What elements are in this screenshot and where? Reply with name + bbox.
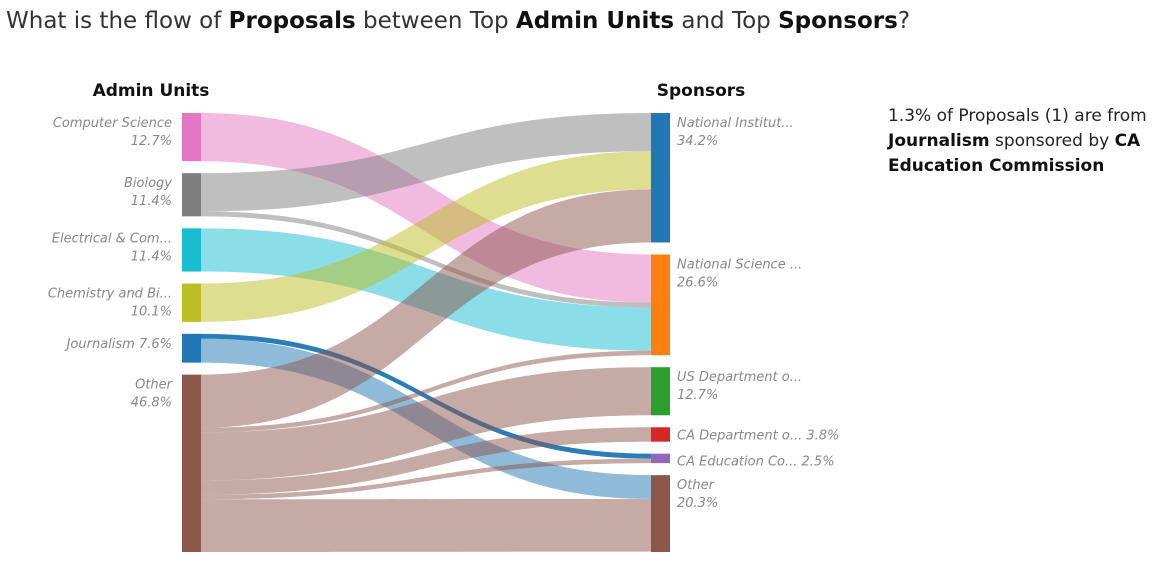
chart-title: What is the flow of Proposals between To… (6, 8, 910, 34)
sankey-link[interactable] (201, 427, 651, 495)
sankey-labels: Computer Science 12.7% Biology 11.4% Electri… (48, 116, 840, 511)
info-text: sponsored by (989, 131, 1115, 151)
info-text: 1.3% of Proposals (1) are from (888, 106, 1147, 126)
title-text: between Top (355, 8, 516, 34)
target-label: CA Education Co... 2.5% (677, 455, 835, 470)
target-pct: 34.2% (677, 134, 718, 149)
target-node[interactable] (651, 453, 670, 464)
source-label: Biology (124, 176, 172, 191)
source-node[interactable] (182, 173, 201, 217)
source-label: Chemistry and Bi... (48, 287, 172, 302)
source-pct: 12.7% (131, 134, 172, 149)
hover-info-panel: 1.3% of Proposals (1) are from Journalis… (888, 104, 1148, 179)
target-node[interactable] (651, 475, 670, 552)
source-node[interactable] (182, 283, 201, 322)
title-sponsors: Sponsors (778, 8, 898, 34)
sankey-link[interactable] (201, 367, 651, 481)
source-label: Computer Science (53, 116, 172, 131)
source-label: Electrical & Com... (52, 231, 172, 246)
source-node[interactable] (182, 333, 201, 363)
source-node[interactable] (182, 228, 201, 272)
source-label: Other (135, 378, 174, 393)
target-pct: 20.3% (677, 496, 718, 511)
left-column-title: Admin Units (93, 81, 210, 101)
sankey-nodes (182, 113, 670, 552)
target-pct: 26.6% (677, 275, 718, 290)
source-pct: 11.4% (131, 249, 172, 264)
sankey-link[interactable] (201, 211, 651, 308)
sankey-links (201, 113, 651, 552)
source-label: Journalism 7.6% (64, 337, 172, 352)
target-label: National Institut... (677, 116, 794, 131)
source-pct: 10.1% (131, 305, 172, 320)
target-label: US Department o... (677, 370, 802, 385)
info-source: Journalism (888, 131, 990, 151)
info-target: CA Education Commission (888, 131, 1141, 176)
title-text: and Top (674, 8, 779, 34)
target-node[interactable] (651, 367, 670, 416)
target-node[interactable] (651, 427, 670, 442)
source-node[interactable] (182, 374, 201, 552)
source-node[interactable] (182, 113, 201, 162)
target-node[interactable] (651, 113, 670, 243)
sankey-link[interactable] (201, 333, 651, 459)
title-text: What is the flow of (6, 8, 229, 34)
target-label: CA Department o... 3.8% (677, 428, 839, 443)
sankey-link[interactable] (201, 350, 651, 433)
sankey-link[interactable] (201, 189, 651, 428)
title-text: ? (897, 8, 911, 34)
title-admin-units: Admin Units (515, 8, 675, 34)
sankey-link[interactable] (201, 458, 651, 500)
right-column-title: Sponsors (657, 81, 746, 101)
title-proposals: Proposals (228, 8, 356, 34)
source-pct: 11.4% (131, 194, 172, 209)
target-node[interactable] (651, 254, 670, 356)
target-label: Other (677, 478, 716, 493)
target-label: National Science ... (677, 257, 802, 272)
sankey-link[interactable] (201, 113, 651, 212)
sankey-link[interactable] (201, 151, 651, 322)
source-pct: 46.8% (131, 396, 172, 411)
target-pct: 12.7% (677, 388, 718, 403)
sankey-link[interactable] (201, 498, 651, 552)
